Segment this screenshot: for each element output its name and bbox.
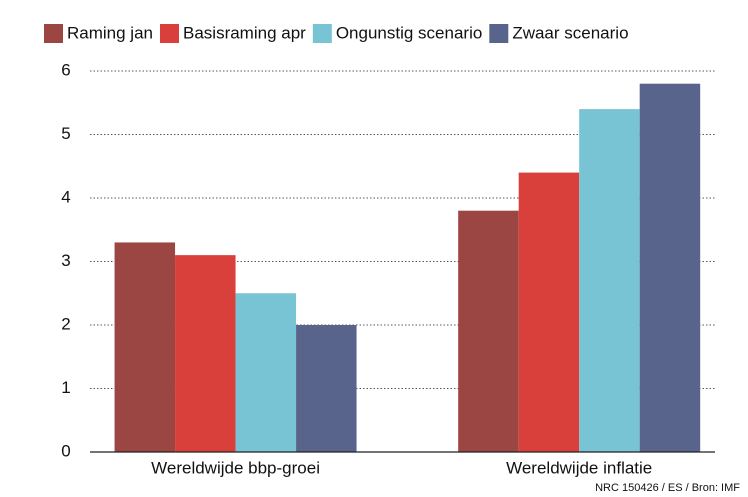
y-tick-label: 6	[61, 60, 70, 79]
source-note: NRC 150426 / ES / Bron: IMF	[595, 482, 740, 494]
bar	[458, 210, 519, 452]
y-tick-label: 5	[61, 124, 70, 143]
bar	[296, 325, 357, 452]
legend-swatch	[44, 24, 63, 43]
legend-swatch	[160, 24, 179, 43]
bar	[235, 293, 297, 452]
bar	[639, 83, 701, 452]
legend-swatch	[312, 24, 332, 43]
legend-label: Basisraming apr	[183, 23, 306, 42]
x-tick-label: Wereldwijde inflatie	[506, 458, 652, 477]
y-tick-label: 4	[61, 187, 70, 206]
legend-label: Raming jan	[67, 23, 153, 42]
y-tick-label: 2	[61, 314, 70, 333]
bar	[518, 172, 580, 452]
x-tick-label: Wereldwijde bbp-groei	[151, 458, 320, 477]
bar	[114, 242, 176, 452]
bar	[175, 255, 236, 452]
bar	[579, 109, 640, 452]
y-tick-label: 0	[61, 441, 70, 460]
legend-label: Zwaar scenario	[512, 23, 628, 42]
legend-label: Ongunstig scenario	[336, 23, 482, 42]
y-tick-label: 3	[61, 251, 70, 270]
y-tick-label: 1	[61, 378, 70, 397]
legend-swatch	[489, 24, 509, 43]
